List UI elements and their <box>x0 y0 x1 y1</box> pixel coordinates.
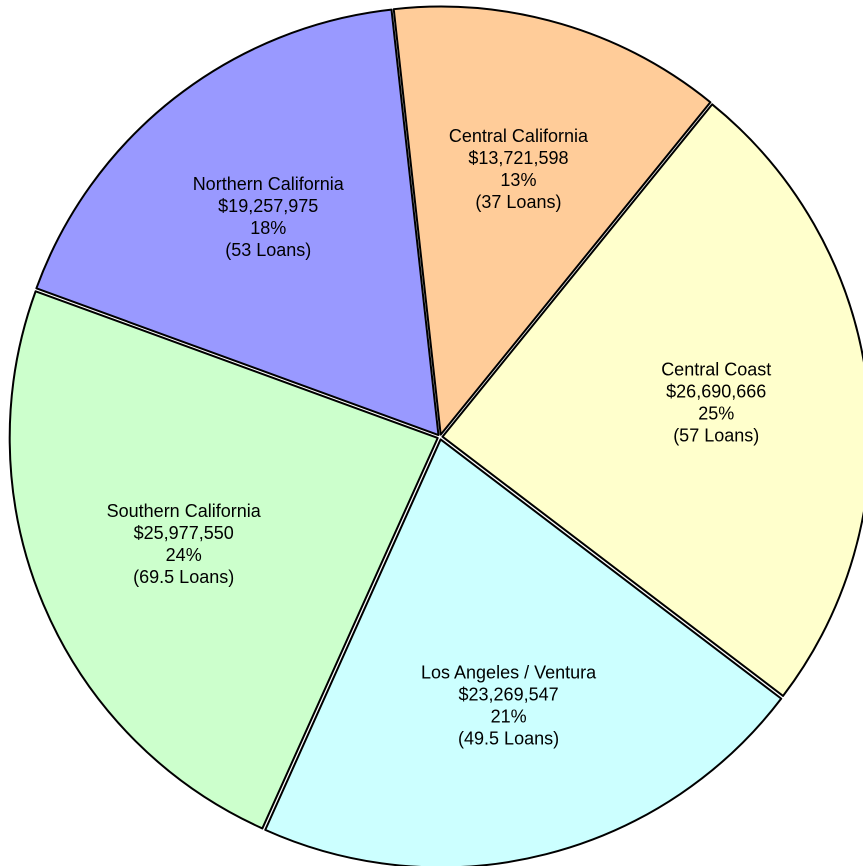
percent-label: 21% <box>491 706 527 726</box>
value-label: $19,257,975 <box>218 196 318 216</box>
slice-label: Southern California <box>107 501 262 521</box>
loans-label: (53 Loans) <box>225 240 311 260</box>
loans-label: (37 Loans) <box>475 192 561 212</box>
value-label: $26,690,666 <box>666 382 766 402</box>
slice-label: Northern California <box>193 174 345 194</box>
percent-label: 24% <box>166 545 202 565</box>
loans-label: (69.5 Loans) <box>133 567 234 587</box>
percent-label: 13% <box>500 170 536 190</box>
percent-label: 25% <box>698 404 734 424</box>
pie-slice <box>8 290 439 830</box>
value-label: $25,977,550 <box>134 523 234 543</box>
value-label: $23,269,547 <box>459 684 559 704</box>
pie-slice <box>441 103 863 697</box>
pie-slice <box>35 8 440 437</box>
pie-slice <box>264 438 783 866</box>
loans-label: (57 Loans) <box>673 426 759 446</box>
loans-label: (49.5 Loans) <box>458 728 559 748</box>
percent-label: 18% <box>250 218 286 238</box>
slice-label: Los Angeles / Ventura <box>421 662 597 682</box>
slice-label: Central Coast <box>661 360 771 380</box>
value-label: $13,721,598 <box>468 148 568 168</box>
slice-label: Central California <box>449 126 589 146</box>
pie-slice <box>392 5 712 436</box>
